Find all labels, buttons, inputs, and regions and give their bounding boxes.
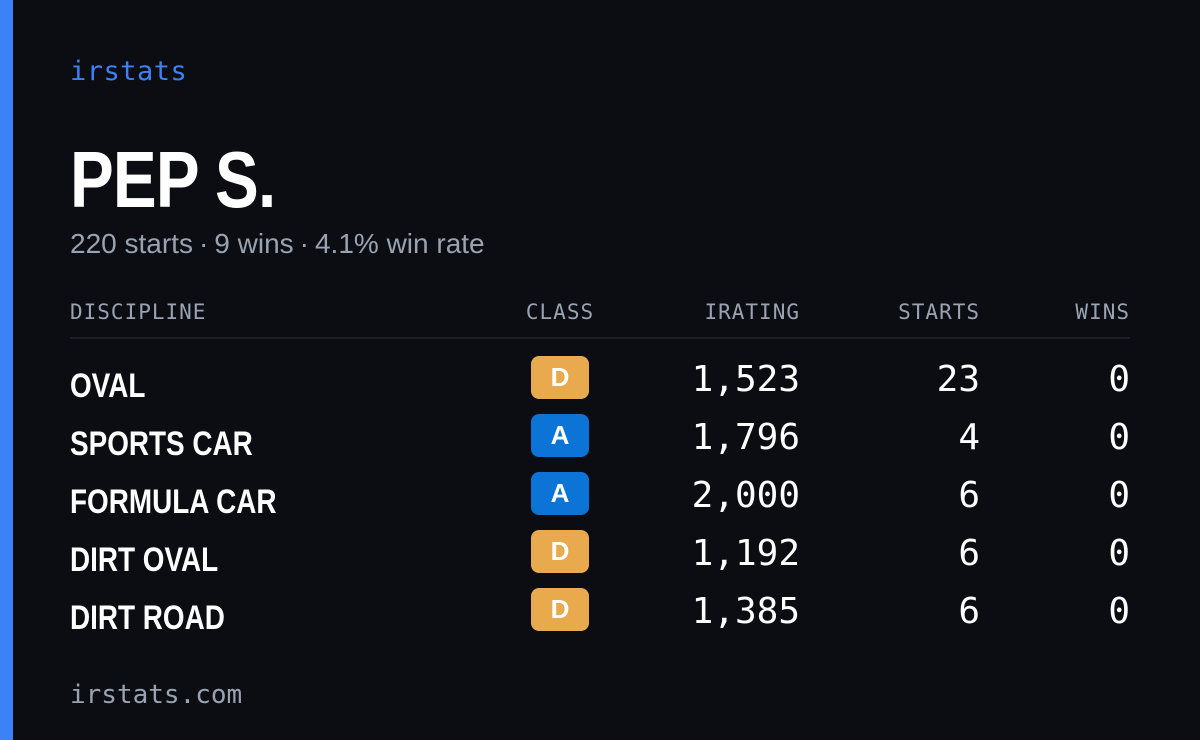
table-body: OVAL D 1,523 23 0 SPORTS CAR A 1,796 4 0… xyxy=(70,339,1130,644)
irating-value: 1,192 xyxy=(691,533,800,574)
wins-value: 0 xyxy=(1108,417,1130,458)
irating-value: 1,523 xyxy=(691,359,800,400)
winrate-summary: 4.1% win rate xyxy=(314,228,485,259)
irating-value: 1,385 xyxy=(691,591,800,632)
separator: · xyxy=(198,228,209,259)
irating-value: 2,000 xyxy=(691,475,800,516)
discipline-name: DIRT OVAL xyxy=(70,541,219,579)
discipline-name: SPORTS CAR xyxy=(70,425,253,463)
driver-name: PEP S. xyxy=(70,135,276,224)
header-starts: STARTS xyxy=(898,300,980,324)
header-wins: WINS xyxy=(1075,300,1130,324)
class-badge: D xyxy=(531,588,589,631)
starts-value: 4 xyxy=(958,417,980,458)
wins-value: 0 xyxy=(1108,475,1130,516)
discipline-table: DISCIPLINE CLASS IRATING STARTS WINS OVA… xyxy=(70,296,1130,644)
class-badge: D xyxy=(531,356,589,399)
table-row: FORMULA CAR A 2,000 6 0 xyxy=(70,470,1130,528)
discipline-name: OVAL xyxy=(70,367,146,405)
irating-value: 1,796 xyxy=(691,417,800,458)
wins-summary: 9 wins xyxy=(214,228,294,259)
table-row: OVAL D 1,523 23 0 xyxy=(70,354,1130,412)
table-row: DIRT OVAL D 1,192 6 0 xyxy=(70,528,1130,586)
table-row: SPORTS CAR A 1,796 4 0 xyxy=(70,412,1130,470)
driver-summary: 220 starts · 9 wins · 4.1% win rate xyxy=(70,228,485,260)
starts-summary: 220 starts xyxy=(70,228,193,259)
separator: · xyxy=(299,228,309,259)
accent-bar xyxy=(0,0,13,740)
header-class: CLASS xyxy=(525,300,595,324)
starts-value: 6 xyxy=(958,475,980,516)
header-irating: IRATING xyxy=(704,300,800,324)
class-badge: A xyxy=(531,414,589,457)
header-discipline: DISCIPLINE xyxy=(70,300,207,324)
table-header: DISCIPLINE CLASS IRATING STARTS WINS xyxy=(70,296,1130,339)
starts-value: 6 xyxy=(958,591,980,632)
starts-value: 23 xyxy=(936,359,980,400)
wins-value: 0 xyxy=(1108,591,1130,632)
wins-value: 0 xyxy=(1108,359,1130,400)
starts-value: 6 xyxy=(958,533,980,574)
footer-url: irstats.com xyxy=(70,680,243,710)
class-badge: D xyxy=(531,530,589,573)
brand-logo-text: irstats xyxy=(70,56,188,87)
class-badge: A xyxy=(531,472,589,515)
table-row: DIRT ROAD D 1,385 6 0 xyxy=(70,586,1130,644)
discipline-name: DIRT ROAD xyxy=(70,599,225,637)
discipline-name: FORMULA CAR xyxy=(70,483,277,521)
wins-value: 0 xyxy=(1108,533,1130,574)
